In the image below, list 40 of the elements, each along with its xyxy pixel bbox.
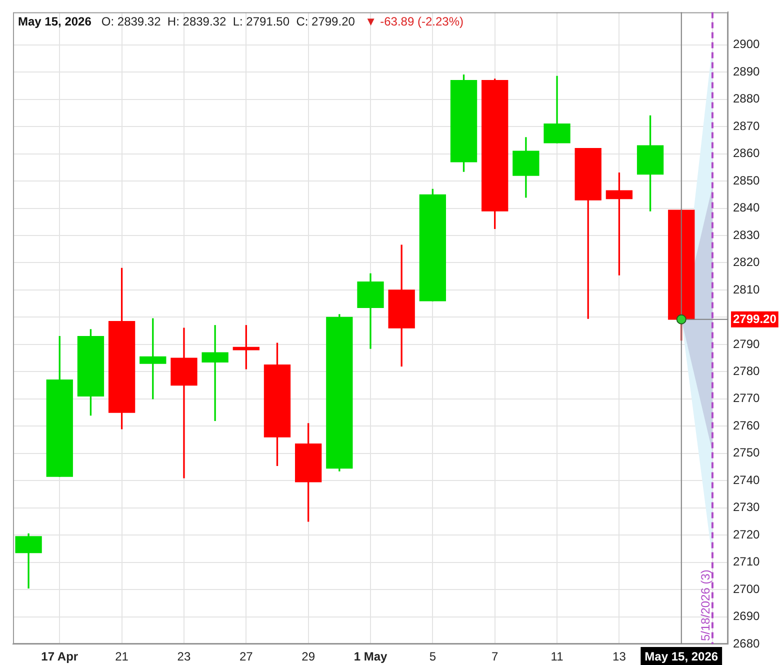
x-tick-label: 5 xyxy=(429,650,436,664)
y-tick-label: 2840 xyxy=(733,200,760,215)
y-tick-label: 2760 xyxy=(733,418,760,432)
x-tick-label: 1 May xyxy=(354,650,388,664)
candlestick xyxy=(170,328,198,478)
x-tick-label: 17 Apr xyxy=(41,650,78,664)
candlestick xyxy=(202,325,228,422)
y-tick-label: 2870 xyxy=(733,118,760,133)
ref-line-label: 2799.20 xyxy=(733,312,777,326)
y-tick-label: 2790 xyxy=(733,336,760,351)
y-tick-label: 2750 xyxy=(733,446,760,460)
y-tick-label: 2780 xyxy=(733,364,760,378)
x-tick-label: 23 xyxy=(177,650,191,664)
x-tick-label: 7 xyxy=(492,650,499,664)
x-tick-label: 13 xyxy=(612,650,626,664)
x-tick-label: 21 xyxy=(115,650,129,664)
y-tick-label: 2820 xyxy=(733,255,760,270)
chart-subtitle: O: 2839.32 H: 2839.32 L: 2791.50 C: 2799.20 xyxy=(101,14,356,29)
x-tick-label: May 15, 2026 xyxy=(644,650,718,664)
y-tick-label: 2700 xyxy=(733,582,760,596)
y-tick-label: 2770 xyxy=(733,391,760,406)
annotation: ▼ -63.89 (-2.23%) xyxy=(364,14,464,29)
y-tick-label: 2710 xyxy=(733,554,760,569)
y-tick-label: 2860 xyxy=(733,146,760,160)
x-tick-label: 11 xyxy=(550,650,564,664)
y-tick-label: 2890 xyxy=(733,64,760,78)
y-tick-label: 2720 xyxy=(733,527,760,542)
y-tick-label: 2900 xyxy=(733,37,760,52)
x-tick-label: 29 xyxy=(302,650,316,664)
x-tick-label: 27 xyxy=(239,650,254,664)
y-tick-label: 2730 xyxy=(733,500,760,514)
y-tick-label: 2850 xyxy=(733,173,760,188)
x-tick-label: 5/18/2026 (3) xyxy=(698,570,712,641)
y-tick-label: 2680 xyxy=(733,636,760,650)
y-tick-label: 2690 xyxy=(733,609,760,624)
chart-title: May 15, 2026 xyxy=(18,14,92,29)
y-tick-label: 2740 xyxy=(733,472,760,487)
y-tick-label: 2810 xyxy=(733,282,760,296)
y-tick-label: 2880 xyxy=(733,92,760,106)
y-tick-label: 2830 xyxy=(733,228,760,242)
